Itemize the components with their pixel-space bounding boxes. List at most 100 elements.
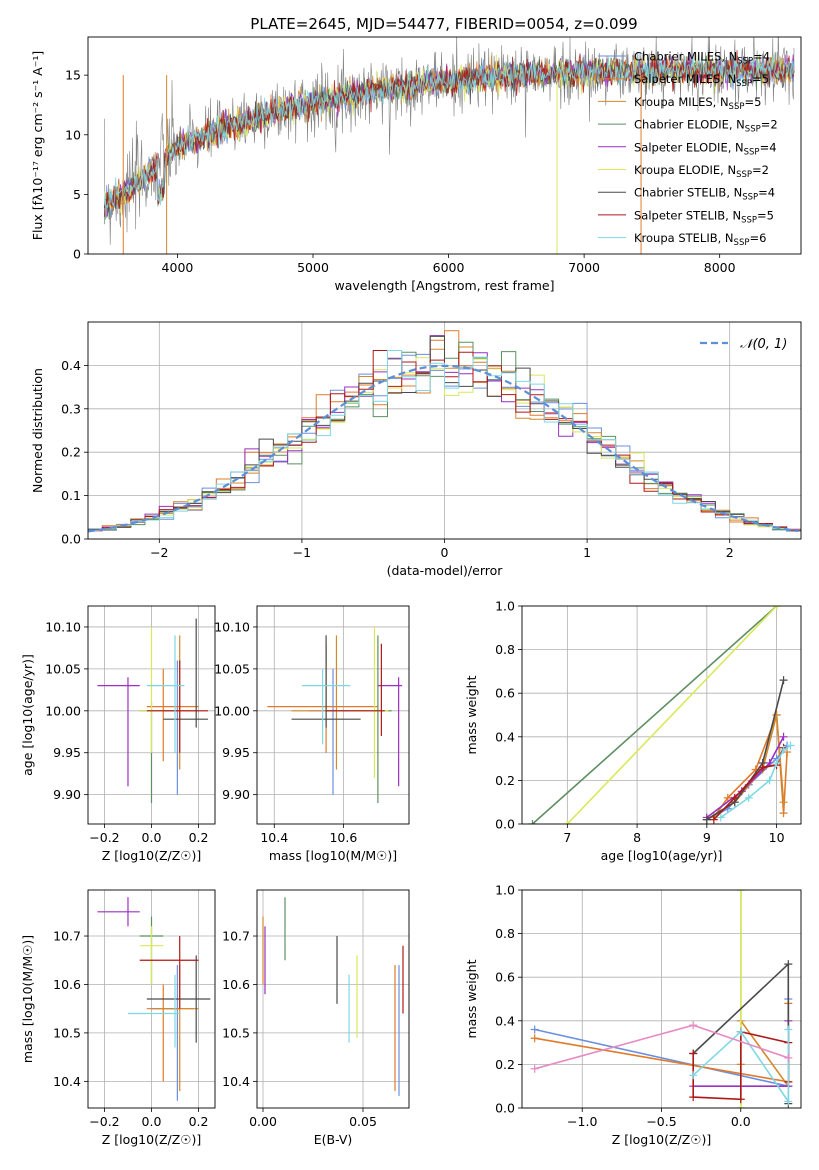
legend-label: Chabrier STELIB, NSSP=4: [634, 186, 775, 203]
x-tick-label: −0.2: [89, 1114, 119, 1129]
x-tick-label: 0.00: [249, 1114, 277, 1129]
x-axis-label: wavelength [Angstrom, rest frame]: [334, 278, 554, 293]
weight-marker: [528, 820, 537, 824]
x-tick-label: 4000: [162, 260, 194, 275]
figure-title: PLATE=2645, MJD=54477, FIBERID=0054, z=0…: [250, 15, 637, 33]
weight-marker: [784, 1097, 793, 1106]
y-tick-label: 10.4: [53, 1074, 81, 1089]
x-axis-label: Z [log10(Z/Z☉)]: [102, 1132, 202, 1147]
histogram-series-8: [88, 350, 801, 532]
x-tick-label: 5000: [297, 260, 329, 275]
y-tick-label: 1.0: [495, 883, 515, 898]
weight-marker: [702, 815, 711, 824]
x-tick-label: 10.6: [329, 830, 357, 845]
weight-marker: [689, 1093, 698, 1102]
y-axis-label: mass weight: [464, 675, 479, 754]
legend-label: Kroupa STELIB, NSSP=6: [634, 231, 766, 248]
y-tick-label: 0.0: [61, 532, 81, 547]
y-tick-label: 0.1: [61, 488, 81, 503]
x-tick-label: 2: [726, 545, 734, 560]
y-tick-label: 10: [65, 127, 81, 142]
x-axis-label: (data-model)/error: [387, 563, 504, 578]
legend-label: 𝒩(0, 1): [740, 337, 787, 352]
y-tick-label: 10.10: [214, 619, 250, 634]
weight-line-2: [706, 714, 785, 821]
y-axis-label: Flux [fλ10⁻¹⁷ erg cm⁻² s⁻¹ A⁻¹]: [30, 51, 45, 240]
x-axis-label: Z [log10(Z/Z☉)]: [612, 1132, 712, 1147]
spectrum-model-line-8: [103, 54, 795, 217]
y-tick-label: 0.0: [495, 817, 515, 832]
weight-marker: [779, 809, 788, 818]
x-tick-label: 1: [583, 545, 591, 560]
y-tick-label: 10.00: [45, 703, 81, 718]
legend-label: Salpeter ELODIE, NSSP=4: [634, 140, 777, 157]
y-tick-label: 0.6: [495, 686, 515, 701]
weight-marker: [758, 763, 767, 772]
legend-label: Chabrier MILES, NSSP=4: [634, 50, 770, 67]
weight-marker: [689, 1071, 698, 1080]
weight-line-1: [713, 714, 788, 818]
weight-marker: [530, 1025, 539, 1034]
axes-frame: [87, 321, 802, 540]
weight-line-6: [706, 679, 785, 821]
weight-marker: [779, 676, 788, 685]
weight-marker: [689, 1049, 698, 1058]
y-tick-label: 0: [73, 247, 81, 262]
panel-residuals: −2 −1 0 1 2 0.0 0.1 0.2 0.3 0.4 (data-model)/error…: [30, 321, 802, 578]
y-tick-label: 10.5: [222, 1025, 250, 1040]
weight-line-8: [692, 1029, 790, 1105]
x-tick-label: 0.0: [142, 830, 162, 845]
x-tick-label: 10.4: [260, 830, 288, 845]
weight-marker: [716, 813, 725, 822]
y-tick-label: 10.7: [53, 929, 81, 944]
x-tick-label: −0.5: [646, 1114, 676, 1129]
weight-marker: [779, 798, 788, 807]
weight-marker: [736, 890, 745, 894]
y-tick-label: 10.00: [214, 703, 250, 718]
weight-marker: [772, 606, 781, 610]
panel-mass-vs-Z: −0.2 0.0 0.2 10.4 10.5 10.6 10.7 Z [log10(Z/Z☉)…: [20, 889, 216, 1147]
y-tick-label: 0.8: [495, 926, 515, 941]
x-tick-label: 0.0: [731, 1114, 751, 1129]
x-tick-label: 0.2: [189, 830, 209, 845]
weight-marker: [772, 758, 781, 767]
x-axis-label: age [log10(age/yr)]: [601, 848, 723, 863]
weight-marker: [744, 793, 753, 802]
y-tick-label: 0.2: [495, 1057, 515, 1072]
panel-massweight-vs-age: 7 8 9 10 0.0 0.2 0.4 0.6 0.8 1.0 age [log10(age/yr…: [464, 599, 802, 863]
weight-marker: [689, 1021, 698, 1030]
histogram-series-6: [88, 335, 801, 532]
panel-spectrum: 4000 5000 6000 7000 8000 0 5 10 15 wavelength [An…: [30, 36, 802, 293]
x-tick-label: −0.2: [89, 830, 119, 845]
legend-label: Chabrier ELODIE, NSSP=2: [634, 118, 778, 135]
legend-label: Kroupa MILES, NSSP=5: [634, 95, 761, 112]
legend-label: Salpeter MILES, NSSP=5: [634, 72, 769, 89]
y-tick-label: 10.05: [45, 661, 81, 676]
axes-frame: [87, 605, 216, 825]
y-tick-label: 9.95: [222, 745, 250, 760]
axes-frame: [256, 889, 410, 1109]
weight-marker: [736, 1104, 745, 1108]
y-tick-label: 0.2: [61, 445, 81, 460]
weight-marker: [730, 793, 739, 802]
panel-mass-vs-ebv: 0.00 0.05 10.4 10.5 10.6 10.7 E(B-V): [222, 889, 410, 1147]
y-tick-label: 10.7: [222, 929, 250, 944]
panel-age-vs-Z: −0.2 0.0 0.2 9.90 9.95 10.00 10.05 10.10 Z [log1…: [20, 605, 216, 863]
y-axis-label: mass weight: [464, 959, 479, 1038]
y-tick-label: 0.4: [495, 729, 515, 744]
weight-marker: [736, 1027, 745, 1036]
y-tick-label: 15: [65, 68, 81, 83]
x-tick-label: 0.0: [142, 1114, 162, 1129]
y-tick-label: 0.6: [495, 970, 515, 985]
x-tick-label: −1: [293, 545, 311, 560]
y-tick-label: 10.4: [222, 1074, 250, 1089]
x-tick-label: 7: [563, 830, 571, 845]
weight-marker: [530, 1034, 539, 1043]
x-axis-label: mass [log10(M/M☉)]: [269, 848, 397, 863]
x-tick-label: 10: [769, 830, 785, 845]
y-tick-label: 10.6: [222, 977, 250, 992]
x-tick-label: 8000: [704, 260, 736, 275]
axes-frame: [256, 605, 410, 825]
y-tick-label: 0.3: [61, 401, 81, 416]
